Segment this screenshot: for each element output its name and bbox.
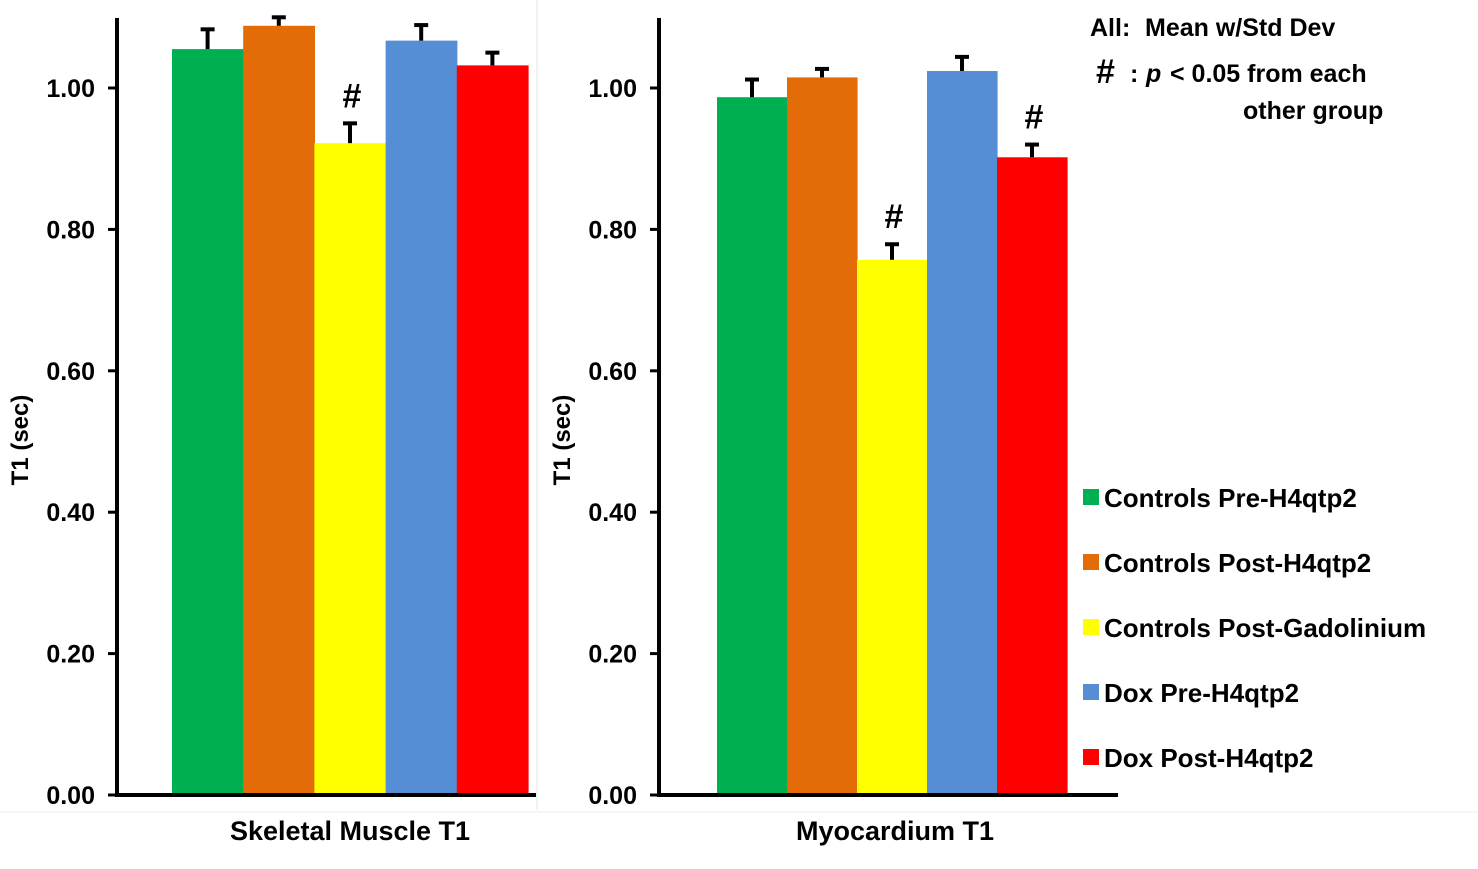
bar-3 [857, 259, 928, 795]
annotations-group: ## [885, 99, 1044, 237]
y-tick-label: 1.00 [46, 75, 95, 103]
bars-group [172, 25, 529, 796]
annotations-group: # [343, 77, 362, 115]
y-tick-label: 1.00 [588, 75, 637, 103]
y-tick-label: 0.40 [588, 499, 637, 527]
note-hash-symbol: # [1096, 53, 1115, 91]
significance-marker: # [1025, 99, 1044, 137]
y-axis-label: T1 (sec) [549, 395, 576, 486]
legend-label-3: Controls Post-Gadolinium [1104, 613, 1426, 643]
error-bars-group [745, 54, 1039, 260]
y-tick-label: 0.60 [46, 358, 95, 386]
bar-5 [456, 65, 529, 796]
y-tick-label: 0.60 [588, 358, 637, 386]
error-bars-group [200, 15, 500, 144]
y-ticks-group: 0.00 0.20 0.40 0.60 0.80 1.00 [588, 75, 659, 810]
legend: Controls Pre-H4qtp2 Controls Post-H4qtp2 C… [1083, 483, 1426, 773]
bar-3 [314, 143, 387, 795]
bar-2 [243, 25, 315, 796]
legend-swatch-2 [1083, 554, 1099, 570]
bar-4 [927, 71, 998, 796]
legend-swatch-3 [1083, 619, 1099, 635]
bar-5 [997, 157, 1068, 795]
y-tick-label: 0.80 [46, 216, 95, 244]
significance-marker: # [343, 77, 362, 115]
note-colon: : [1130, 60, 1138, 88]
y-axis-label: T1 (sec) [7, 395, 34, 486]
stats-note: All: Mean w/Std Dev # : p < 0.05 from ea… [1090, 14, 1383, 125]
bar-1 [717, 97, 788, 796]
significance-marker: # [885, 198, 904, 236]
y-tick-label: 0.20 [46, 641, 95, 669]
chart-title: Myocardium T1 [796, 816, 994, 846]
legend-swatch-5 [1083, 749, 1099, 765]
note-mean-text: Mean w/Std Dev [1145, 14, 1335, 42]
y-tick-label: 0.20 [588, 641, 637, 669]
legend-label-1: Controls Pre-H4qtp2 [1104, 483, 1357, 513]
note-other-group-text: other group [1243, 97, 1383, 125]
y-tick-label: 0.00 [588, 782, 637, 810]
y-tick-label: 0.80 [588, 216, 637, 244]
legend-label-5: Dox Post-H4qtp2 [1104, 743, 1313, 773]
legend-label-4: Dox Pre-H4qtp2 [1104, 678, 1299, 708]
bar-4 [385, 40, 458, 796]
legend-label-2: Controls Post-H4qtp2 [1104, 548, 1371, 578]
note-all-label: All: [1090, 14, 1130, 42]
bar-1 [172, 49, 244, 796]
legend-swatch-4 [1083, 684, 1099, 700]
y-tick-label: 0.00 [46, 782, 95, 810]
bars-group [717, 71, 1068, 796]
bar-2 [787, 77, 858, 795]
chart-title: Skeletal Muscle T1 [230, 816, 470, 846]
note-threshold-text: < 0.05 from each [1170, 60, 1367, 88]
y-tick-label: 0.40 [46, 499, 95, 527]
chart-panel-skeletal-muscle: # 0.00 0.20 0.40 0.60 0.80 1.00 T1 (sec) Skel… [7, 15, 536, 846]
y-ticks-group: 0.00 0.20 0.40 0.60 0.80 1.00 [46, 75, 117, 810]
note-p-symbol: p [1145, 60, 1161, 88]
chart-panel-myocardium: ## 0.000.200.400.600.801.00 T1 (sec) Myo… [549, 18, 1118, 846]
legend-swatch-1 [1083, 489, 1099, 505]
